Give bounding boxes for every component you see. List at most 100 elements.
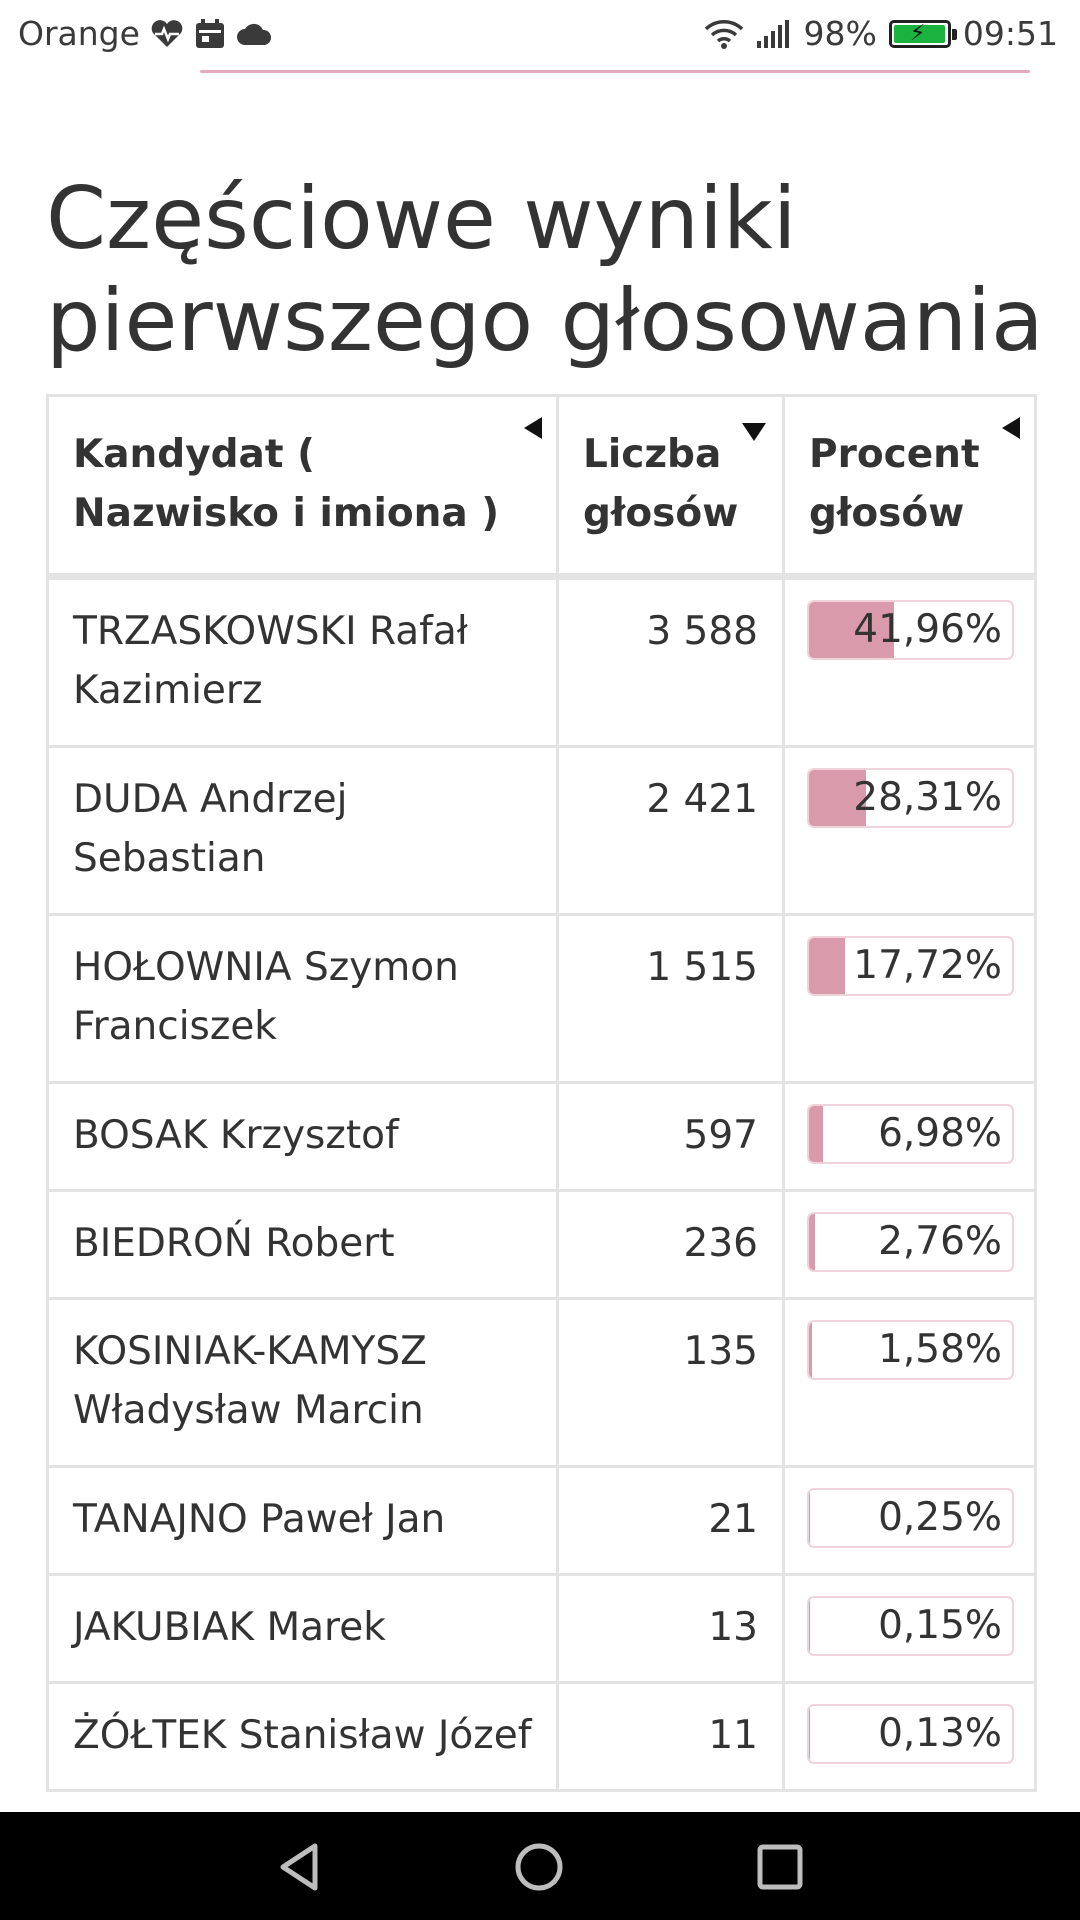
candidate-cell: DUDA Andrzej Sebastian xyxy=(46,745,559,916)
percent-bar: 2,76% xyxy=(807,1212,1014,1272)
vote-count: 135 xyxy=(683,1329,758,1374)
votes-cell: 13 xyxy=(556,1573,785,1684)
percent-cell: 41,96% xyxy=(782,575,1037,748)
table-row: ŻÓŁTEK Stanisław Józef 11 0,13% xyxy=(46,1681,1037,1792)
percent-value: 2,76% xyxy=(878,1219,1002,1264)
home-icon[interactable] xyxy=(514,1842,564,1892)
candidate-name: BIEDROŃ Robert xyxy=(73,1221,395,1266)
percent-value: 1,58% xyxy=(878,1327,1002,1372)
percent-bar-fill xyxy=(809,602,895,658)
table-row: DUDA Andrzej Sebastian 2 421 28,31% xyxy=(46,745,1037,916)
percent-value: 0,15% xyxy=(878,1603,1002,1648)
percent-value: 0,13% xyxy=(878,1711,1002,1756)
percent-bar: 0,13% xyxy=(807,1704,1014,1764)
cloud-icon xyxy=(236,21,272,47)
percent-cell: 28,31% xyxy=(782,745,1037,916)
percent-cell: 0,15% xyxy=(782,1573,1037,1684)
vote-count: 3 588 xyxy=(646,609,758,654)
table-row: JAKUBIAK Marek 13 0,15% xyxy=(46,1573,1037,1684)
percent-cell: 0,25% xyxy=(782,1465,1037,1576)
votes-cell: 2 421 xyxy=(556,745,785,916)
column-header-candidate-label: Kandydat ( Nazwisko i imiona ) xyxy=(73,432,500,536)
results-table-container: Kandydat ( Nazwisko i imiona ) Liczba gł… xyxy=(46,394,1037,1792)
percent-bar-fill xyxy=(809,1106,824,1162)
candidate-cell: TANAJNO Paweł Jan xyxy=(46,1465,559,1576)
votes-cell: 11 xyxy=(556,1681,785,1792)
vote-count: 13 xyxy=(708,1605,758,1650)
percent-cell: 2,76% xyxy=(782,1189,1037,1300)
candidate-cell: ŻÓŁTEK Stanisław Józef xyxy=(46,1681,559,1792)
candidate-cell: KOSINIAK-KAMYSZ Władysław Marcin xyxy=(46,1297,559,1468)
column-header-votes[interactable]: Liczba głosów xyxy=(556,394,785,580)
status-bar-left: Orange xyxy=(18,14,272,53)
percent-value: 17,72% xyxy=(853,943,1002,988)
percent-bar: 6,98% xyxy=(807,1104,1014,1164)
vote-count: 236 xyxy=(683,1221,758,1266)
percent-bar: 1,58% xyxy=(807,1320,1014,1380)
recents-icon[interactable] xyxy=(755,1842,805,1892)
percent-cell: 0,13% xyxy=(782,1681,1037,1792)
candidate-cell: TRZASKOWSKI Rafał Kazimierz xyxy=(46,575,559,748)
percent-bar-fill xyxy=(809,1322,813,1378)
signal-icon xyxy=(756,19,792,49)
column-header-candidate[interactable]: Kandydat ( Nazwisko i imiona ) xyxy=(46,394,559,580)
votes-cell: 1 515 xyxy=(556,913,785,1084)
vote-count: 11 xyxy=(708,1713,758,1758)
battery-percent: 98% xyxy=(803,14,877,53)
table-row: TRZASKOWSKI Rafał Kazimierz 3 588 41,96% xyxy=(46,575,1037,748)
votes-cell: 236 xyxy=(556,1189,785,1300)
back-icon[interactable] xyxy=(275,1842,325,1892)
percent-value: 28,31% xyxy=(853,775,1002,820)
table-row: KOSINIAK-KAMYSZ Władysław Marcin 135 1,5… xyxy=(46,1297,1037,1468)
percent-bar: 0,25% xyxy=(807,1488,1014,1548)
status-bar-right: 98% ⚡ 09:51 xyxy=(704,14,1058,53)
percent-bar-fill xyxy=(809,770,867,826)
wifi-icon xyxy=(704,18,744,50)
percent-bar-fill xyxy=(809,1214,815,1270)
votes-cell: 135 xyxy=(556,1297,785,1468)
table-row: HOŁOWNIA Szymon Franciszek 1 515 17,72% xyxy=(46,913,1037,1084)
candidate-name: BOSAK Krzysztof xyxy=(73,1113,399,1158)
table-row: TANAJNO Paweł Jan 21 0,25% xyxy=(46,1465,1037,1576)
votes-cell: 597 xyxy=(556,1081,785,1192)
percent-cell: 17,72% xyxy=(782,913,1037,1084)
results-table: Kandydat ( Nazwisko i imiona ) Liczba gł… xyxy=(46,394,1037,1792)
percent-bar: 17,72% xyxy=(807,936,1014,996)
column-header-percent[interactable]: Procent głosów xyxy=(782,394,1037,580)
column-header-percent-label: Procent głosów xyxy=(809,432,980,536)
candidate-cell: BOSAK Krzysztof xyxy=(46,1081,559,1192)
percent-bar: 41,96% xyxy=(807,600,1014,660)
candidate-name: JAKUBIAK Marek xyxy=(73,1605,386,1650)
table-header-row: Kandydat ( Nazwisko i imiona ) Liczba gł… xyxy=(46,394,1037,580)
navigation-bar xyxy=(0,1812,1080,1920)
percent-value: 6,98% xyxy=(878,1111,1002,1156)
clock: 09:51 xyxy=(962,14,1058,53)
percent-cell: 6,98% xyxy=(782,1081,1037,1192)
percent-cell: 1,58% xyxy=(782,1297,1037,1468)
candidate-name: KOSINIAK-KAMYSZ Władysław Marcin xyxy=(73,1329,427,1433)
sort-arrow-left-icon[interactable] xyxy=(524,417,542,439)
sort-arrow-down-icon[interactable] xyxy=(742,423,766,441)
candidate-cell: JAKUBIAK Marek xyxy=(46,1573,559,1684)
percent-bar-fill xyxy=(809,1490,810,1546)
section-divider-accent xyxy=(200,70,1030,73)
vote-count: 21 xyxy=(708,1497,758,1542)
carrier-name: Orange xyxy=(18,14,140,53)
column-header-votes-label: Liczba głosów xyxy=(583,432,739,536)
candidate-name: TANAJNO Paweł Jan xyxy=(73,1497,446,1542)
votes-cell: 3 588 xyxy=(556,575,785,748)
percent-bar: 0,15% xyxy=(807,1596,1014,1656)
heart-rate-icon xyxy=(150,19,184,49)
percent-value: 41,96% xyxy=(853,607,1002,652)
candidate-cell: HOŁOWNIA Szymon Franciszek xyxy=(46,913,559,1084)
percent-bar: 28,31% xyxy=(807,768,1014,828)
candidate-cell: BIEDROŃ Robert xyxy=(46,1189,559,1300)
votes-cell: 21 xyxy=(556,1465,785,1576)
percent-bar-fill xyxy=(809,938,845,994)
status-bar: Orange 98% ⚡ 09:51 xyxy=(0,0,1080,74)
sort-arrow-left-icon[interactable] xyxy=(1002,417,1020,439)
vote-count: 2 421 xyxy=(646,777,758,822)
vote-count: 1 515 xyxy=(646,945,758,990)
table-row: BOSAK Krzysztof 597 6,98% xyxy=(46,1081,1037,1192)
table-row: BIEDROŃ Robert 236 2,76% xyxy=(46,1189,1037,1300)
